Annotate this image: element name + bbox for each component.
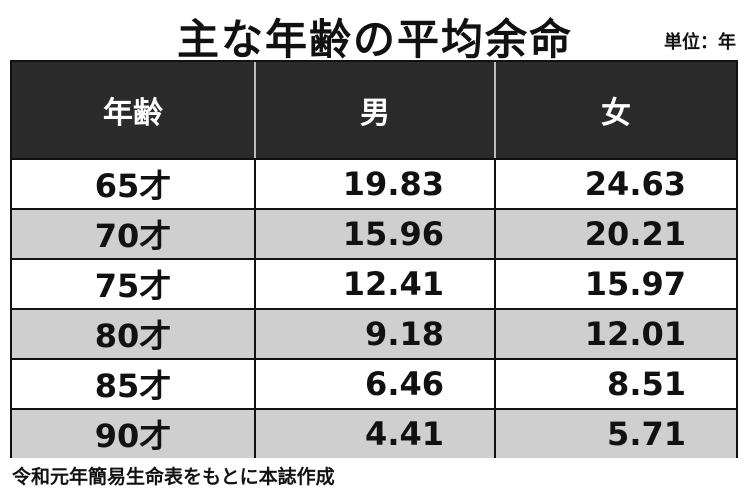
header-row: 年齢男 女: [12, 62, 736, 158]
table-row: 80才 9.18 12.01: [12, 308, 736, 358]
column-header: 年齢: [12, 62, 256, 158]
column-header: 男: [256, 62, 496, 158]
table-cell: 20.21: [584, 215, 686, 253]
table-cell: 5.71: [607, 415, 686, 453]
table-row: 65才 19.83 24.63: [12, 158, 736, 208]
table-row: 70才 15.96 20.21: [12, 208, 736, 258]
table-row: 90才 4.41 5.71: [12, 408, 736, 458]
table-cell: 15.96: [256, 210, 496, 258]
table-cell: 15.97: [584, 265, 686, 303]
table-row: 75才 12.41 15.97: [12, 258, 736, 308]
table-cell: 75才: [12, 260, 256, 308]
table-cell: 85才: [12, 360, 256, 408]
table-cell: 19.83: [256, 160, 496, 208]
table-cell: 12.41: [256, 260, 496, 308]
table-cell: 70才: [12, 210, 256, 258]
table-cell: 65才: [12, 160, 256, 208]
table-cell: 6.46: [256, 360, 496, 408]
table-cell: 9.18: [256, 310, 496, 358]
unit-label: 単位：年: [664, 32, 736, 53]
title: 主な年齢の平均余命: [176, 15, 573, 64]
table-cell: 24.63: [584, 165, 686, 203]
source-note: 令和元年簡易生命表をもとに本誌作成: [12, 466, 335, 488]
table-cell: 8.51: [607, 365, 686, 403]
table-cell: 12.01: [584, 315, 686, 353]
table: 年齢男 女 65才 19.83 24.63 70才 15.96 20.21 75才 12.41 15…: [10, 60, 738, 458]
table-cell: 90才: [12, 410, 256, 458]
column-header: 女: [601, 96, 631, 131]
table-row: 85才 6.46 8.51: [12, 358, 736, 408]
table-cell: 80才: [12, 310, 256, 358]
table-cell: 4.41: [256, 410, 496, 458]
